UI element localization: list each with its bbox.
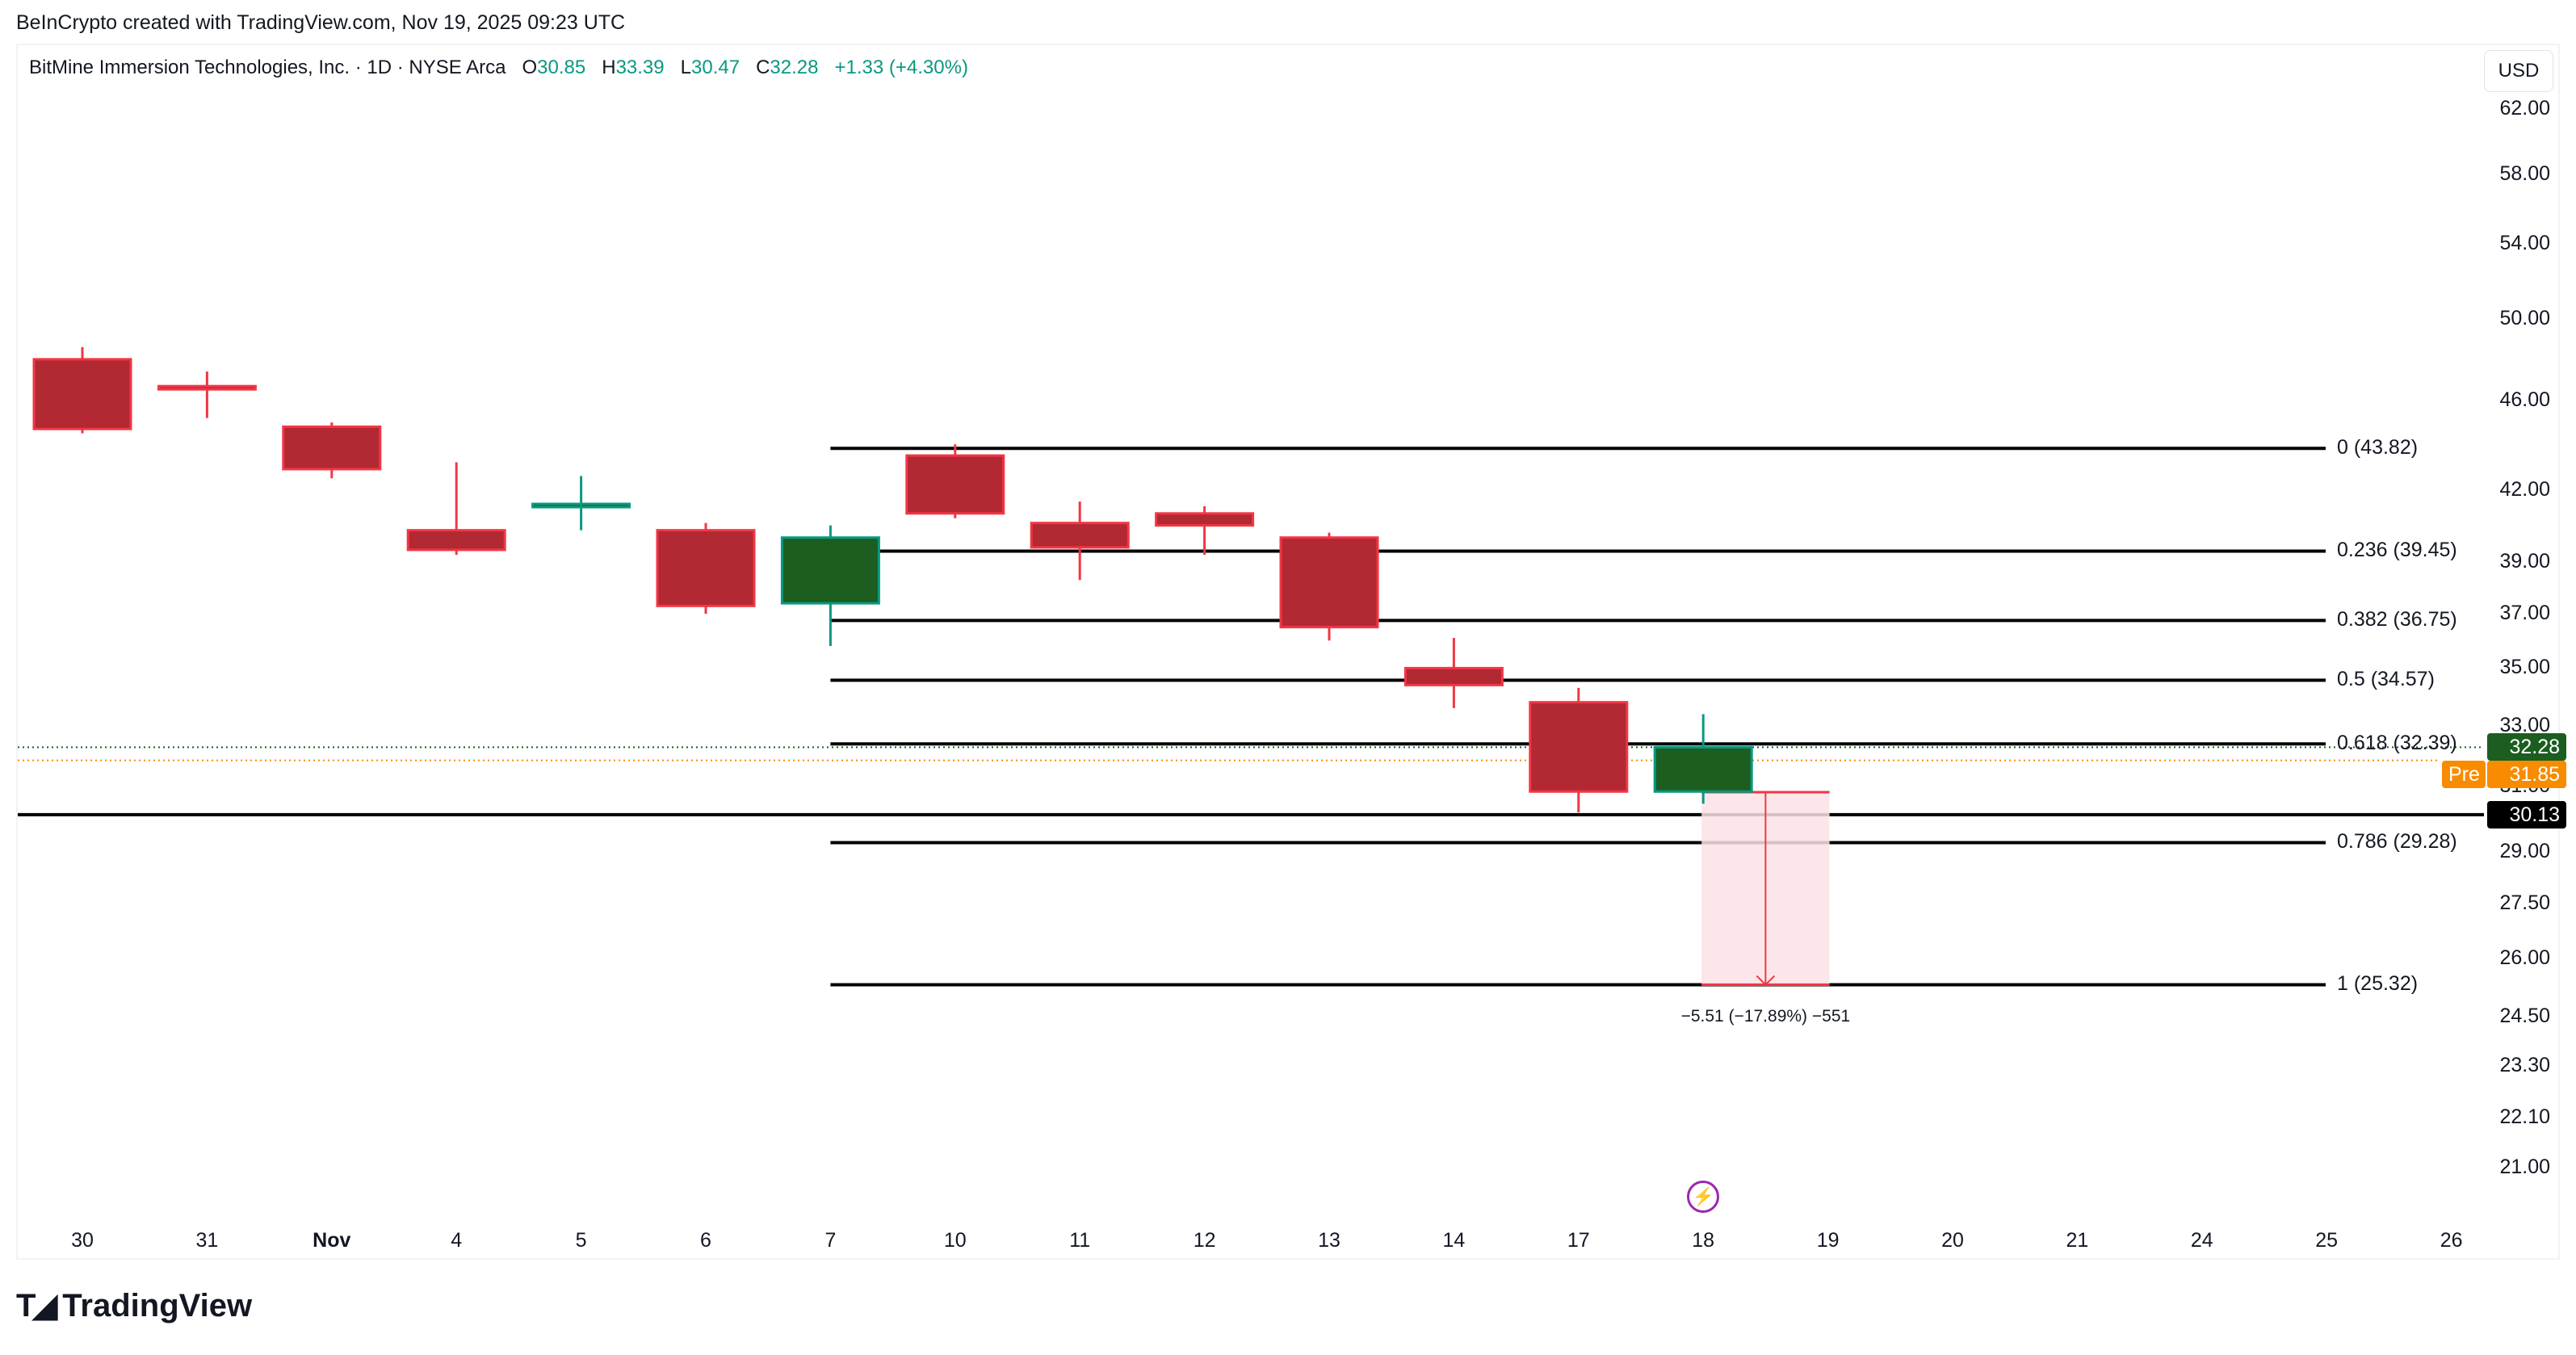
date-axis-label: 24 — [2190, 1229, 2213, 1252]
price-axis-label: 50.00 — [2499, 307, 2550, 330]
close-value: 32.28 — [770, 57, 819, 78]
premarket-price-tag: 31.85 — [2487, 761, 2566, 789]
date-axis-label: Nov — [313, 1229, 351, 1252]
date-axis-label: 26 — [2440, 1229, 2463, 1252]
fib-level-label: 1 (25.32) — [2337, 972, 2419, 996]
candle-down — [905, 454, 1005, 515]
date-axis-label: 21 — [2066, 1229, 2089, 1252]
price-axis-label: 54.00 — [2499, 232, 2550, 255]
candle-down — [282, 425, 382, 471]
lightning-event-icon[interactable]: ⚡ — [1687, 1181, 1720, 1213]
tradingview-logo[interactable]: T◢ TradingView — [16, 1287, 252, 1324]
attribution-text: BeInCrypto created with TradingView.com,… — [16, 11, 626, 34]
price-axis-label: 29.00 — [2499, 840, 2550, 863]
date-axis-label: 17 — [1567, 1229, 1590, 1252]
candle-down — [1529, 701, 1629, 793]
date-axis-label: 10 — [943, 1229, 967, 1252]
fib-level-label: 0.618 (32.39) — [2337, 732, 2457, 755]
measure-arrow-head-icon — [1756, 975, 1776, 986]
low-label: L — [680, 57, 691, 78]
price-axis-label: 22.10 — [2499, 1105, 2550, 1129]
candle-down — [32, 358, 132, 430]
date-axis-label: 14 — [1442, 1229, 1466, 1252]
date-axis-label: 31 — [195, 1229, 219, 1252]
currency-button[interactable]: USD — [2484, 50, 2553, 92]
date-axis-label: 13 — [1318, 1229, 1340, 1252]
measure-label: −5.51 (−17.89%) −551 — [1680, 1007, 1851, 1026]
premarket-label-tag: Pre — [2442, 761, 2486, 789]
candle-up — [780, 536, 880, 605]
fib-level-label: 0 (43.82) — [2337, 436, 2419, 459]
candle-up — [1653, 745, 1753, 793]
price-axis-label: 27.50 — [2499, 891, 2550, 915]
close-label: C — [756, 57, 770, 78]
price-axis-label: 33.00 — [2499, 713, 2550, 736]
price-axis-label: 35.00 — [2499, 656, 2550, 679]
price-axis-label: 26.00 — [2499, 946, 2550, 970]
candle-up — [531, 502, 631, 509]
chart-frame[interactable] — [16, 44, 2560, 1260]
high-value: 33.39 — [615, 57, 665, 78]
high-label: H — [602, 57, 616, 78]
price-axis-label: 21.00 — [2499, 1156, 2550, 1178]
price-axis-label: 23.30 — [2499, 1054, 2550, 1077]
date-axis-label: 5 — [575, 1229, 587, 1252]
date-axis-label: 20 — [1941, 1229, 1964, 1252]
date-axis-label: 6 — [700, 1229, 711, 1252]
price-axis-label: 62.00 — [2499, 97, 2550, 120]
price-axis-label: 46.00 — [2499, 388, 2550, 412]
tradingview-logo-text: TradingView — [62, 1287, 253, 1324]
open-value: 30.85 — [537, 57, 586, 78]
price-axis-label: 24.50 — [2499, 1005, 2550, 1028]
last-price-tag: 32.28 — [2487, 733, 2566, 761]
change-value: +1.33 (+4.30%) — [834, 57, 968, 78]
candle-down — [656, 529, 756, 607]
date-axis-label: 4 — [451, 1229, 463, 1252]
candle-down — [1279, 536, 1379, 629]
date-axis-label: 19 — [1816, 1229, 1840, 1252]
date-axis-label: 11 — [1069, 1229, 1091, 1252]
open-label: O — [522, 57, 538, 78]
price-axis-label: 42.00 — [2499, 477, 2550, 501]
symbol-title: BitMine Immersion Technologies, Inc. · 1… — [29, 57, 506, 78]
price-axis-label: 39.00 — [2499, 550, 2550, 573]
date-axis-label: 7 — [824, 1229, 837, 1252]
candle-down — [1403, 666, 1504, 686]
candle-down — [406, 529, 506, 552]
candle-down — [157, 384, 257, 391]
candle-down — [1155, 512, 1255, 527]
horizontal-line-price-tag: 30.13 — [2487, 800, 2566, 829]
candle-down — [1030, 522, 1130, 549]
date-axis-label: 25 — [2315, 1229, 2339, 1252]
fib-level-label: 0.786 (29.28) — [2337, 830, 2457, 854]
fib-level-label: 0.236 (39.45) — [2337, 539, 2457, 562]
date-axis-label: 18 — [1692, 1229, 1715, 1252]
date-axis-label: 30 — [71, 1229, 94, 1252]
tradingview-logo-icon: T◢ — [16, 1288, 57, 1324]
low-value: 30.47 — [691, 57, 740, 78]
price-axis-label: 58.00 — [2499, 162, 2550, 185]
date-axis-label: 12 — [1193, 1229, 1216, 1252]
symbol-legend: BitMine Immersion Technologies, Inc. · 1… — [29, 57, 968, 79]
fib-level-label: 0.5 (34.57) — [2337, 668, 2435, 691]
price-axis-label: 37.00 — [2499, 602, 2550, 625]
fib-level-label: 0.382 (36.75) — [2337, 608, 2457, 631]
